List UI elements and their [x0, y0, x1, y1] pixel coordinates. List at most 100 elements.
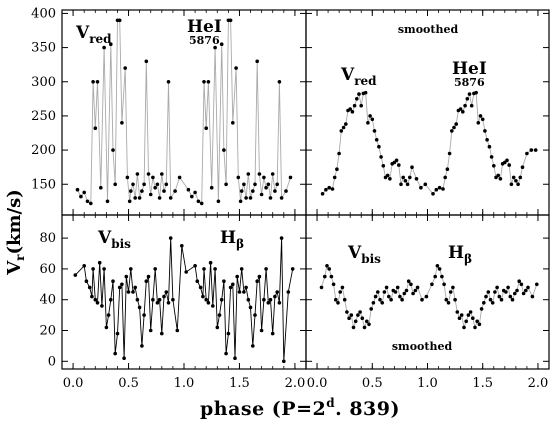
data-point: [244, 285, 248, 290]
x-tick-label: 0.5: [118, 376, 139, 391]
panel-title: smoothed: [398, 23, 459, 36]
data-point: [483, 129, 487, 133]
data-point: [484, 294, 488, 299]
data-point: [335, 167, 339, 171]
data-point: [111, 148, 115, 152]
data-point: [519, 282, 524, 287]
data-point: [508, 294, 513, 299]
data-point: [73, 273, 78, 277]
data-point: [441, 187, 445, 191]
data-point: [180, 244, 184, 248]
data-point: [109, 297, 113, 302]
data-point: [239, 189, 244, 193]
data-point: [376, 290, 380, 294]
series-line: [77, 19, 291, 205]
data-point: [478, 114, 483, 118]
data-point: [419, 185, 423, 190]
data-point: [266, 301, 271, 305]
y-tick-label: 350: [31, 41, 56, 56]
panel-title: smoothed: [392, 340, 453, 353]
data-point: [242, 290, 246, 294]
data-point: [370, 117, 375, 122]
data-point: [469, 103, 474, 108]
data-point: [329, 274, 334, 279]
data-point: [345, 310, 349, 314]
data-point: [350, 110, 355, 114]
data-point: [279, 236, 284, 240]
data-point: [213, 267, 217, 271]
y-tick-label: 0: [48, 354, 56, 369]
data-point: [97, 260, 102, 265]
y-axis-label: Vr(km/s): [4, 189, 27, 276]
data-point: [446, 301, 451, 305]
data-point: [530, 294, 535, 299]
data-point: [461, 110, 465, 114]
data-point: [166, 301, 171, 305]
data-point: [524, 288, 528, 293]
data-point: [520, 165, 525, 169]
data-point: [100, 304, 104, 308]
data-point: [102, 267, 106, 271]
data-point: [122, 356, 126, 361]
data-point: [381, 164, 386, 168]
data-point: [144, 279, 149, 284]
data-point: [244, 196, 248, 200]
data-point: [237, 290, 242, 294]
data-point: [279, 196, 284, 200]
annotation-subscript: red: [354, 74, 377, 88]
data-point: [102, 45, 106, 50]
data-point: [404, 288, 409, 293]
data-point: [448, 290, 453, 294]
data-point: [493, 290, 497, 294]
data-point: [433, 274, 438, 279]
data-point: [337, 151, 341, 156]
data-point: [367, 322, 371, 327]
data-point: [388, 177, 392, 181]
data-point: [264, 185, 268, 190]
annotation-wavelength: 5876: [189, 34, 220, 47]
data-point: [137, 305, 142, 310]
data-point: [224, 351, 228, 356]
data-point: [373, 294, 378, 299]
data-point: [445, 167, 450, 171]
data-point: [384, 285, 389, 290]
data-point: [496, 173, 501, 178]
data-point: [251, 344, 255, 348]
annotation-main: HeI: [452, 59, 487, 79]
data-point: [411, 291, 415, 296]
data-point: [195, 279, 200, 284]
data-point: [251, 189, 255, 193]
data-point: [380, 301, 385, 305]
data-point: [124, 274, 129, 279]
data-point: [477, 322, 482, 327]
data-point: [504, 290, 508, 294]
data-point: [334, 297, 338, 302]
data-point: [255, 59, 259, 64]
y-tick-label: 250: [31, 109, 56, 124]
data-point: [87, 285, 92, 290]
x-tick-label: 2.0: [285, 376, 306, 391]
data-point: [488, 297, 493, 302]
data-point: [133, 196, 137, 200]
data-point: [430, 282, 434, 287]
data-point: [423, 182, 428, 187]
data-point: [517, 279, 521, 284]
data-point: [217, 313, 222, 317]
panel-bottom-right: 0.0 0.5 1.0 1.5 2.0 smoothed Vbis Hβ: [305, 214, 550, 391]
data-point: [389, 297, 393, 302]
data-point: [492, 164, 496, 168]
data-point: [209, 185, 214, 190]
data-point: [342, 297, 347, 302]
data-point: [137, 196, 142, 200]
data-point: [497, 294, 502, 299]
data-point: [479, 307, 484, 311]
data-point: [450, 129, 454, 133]
data-point: [371, 301, 376, 305]
data-point: [184, 270, 188, 274]
x-tick-label: 2.0: [528, 376, 549, 391]
data-point: [166, 80, 171, 84]
data-point: [431, 192, 435, 196]
x-axis-label-pre: phase (P=2: [200, 398, 326, 420]
data-point: [339, 129, 344, 133]
